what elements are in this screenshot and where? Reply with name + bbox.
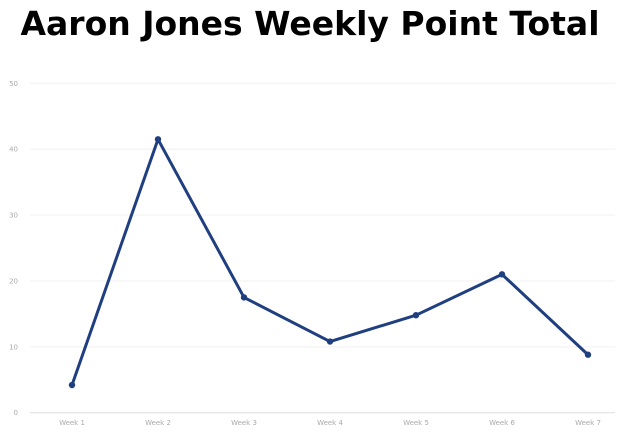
- chart-title: Aaron Jones Weekly Point Total: [20, 4, 600, 43]
- x-tick-label: Week 5: [403, 419, 429, 427]
- x-tick-label: Week 3: [231, 419, 257, 427]
- data-point: [326, 338, 334, 345]
- y-tick-label: 30: [9, 212, 18, 220]
- x-tick-label: Week 1: [59, 419, 85, 427]
- y-tick-label: 20: [9, 277, 18, 285]
- data-point: [240, 294, 248, 301]
- data-point: [584, 351, 592, 358]
- series-line: [70, 137, 590, 386]
- x-tick-label: Week 2: [145, 419, 171, 427]
- y-tick-label: 0: [14, 409, 18, 417]
- data-point: [412, 311, 420, 319]
- data-point: [154, 136, 162, 143]
- data-point: [68, 381, 76, 389]
- y-tick-label: 10: [9, 343, 18, 351]
- x-tick-label: Week 7: [575, 419, 601, 427]
- y-tick-label: 50: [9, 80, 18, 88]
- x-tick-label: Week 4: [317, 419, 343, 427]
- x-tick-label: Week 6: [489, 419, 515, 427]
- data-point: [498, 271, 506, 278]
- y-tick-label: 40: [9, 146, 18, 154]
